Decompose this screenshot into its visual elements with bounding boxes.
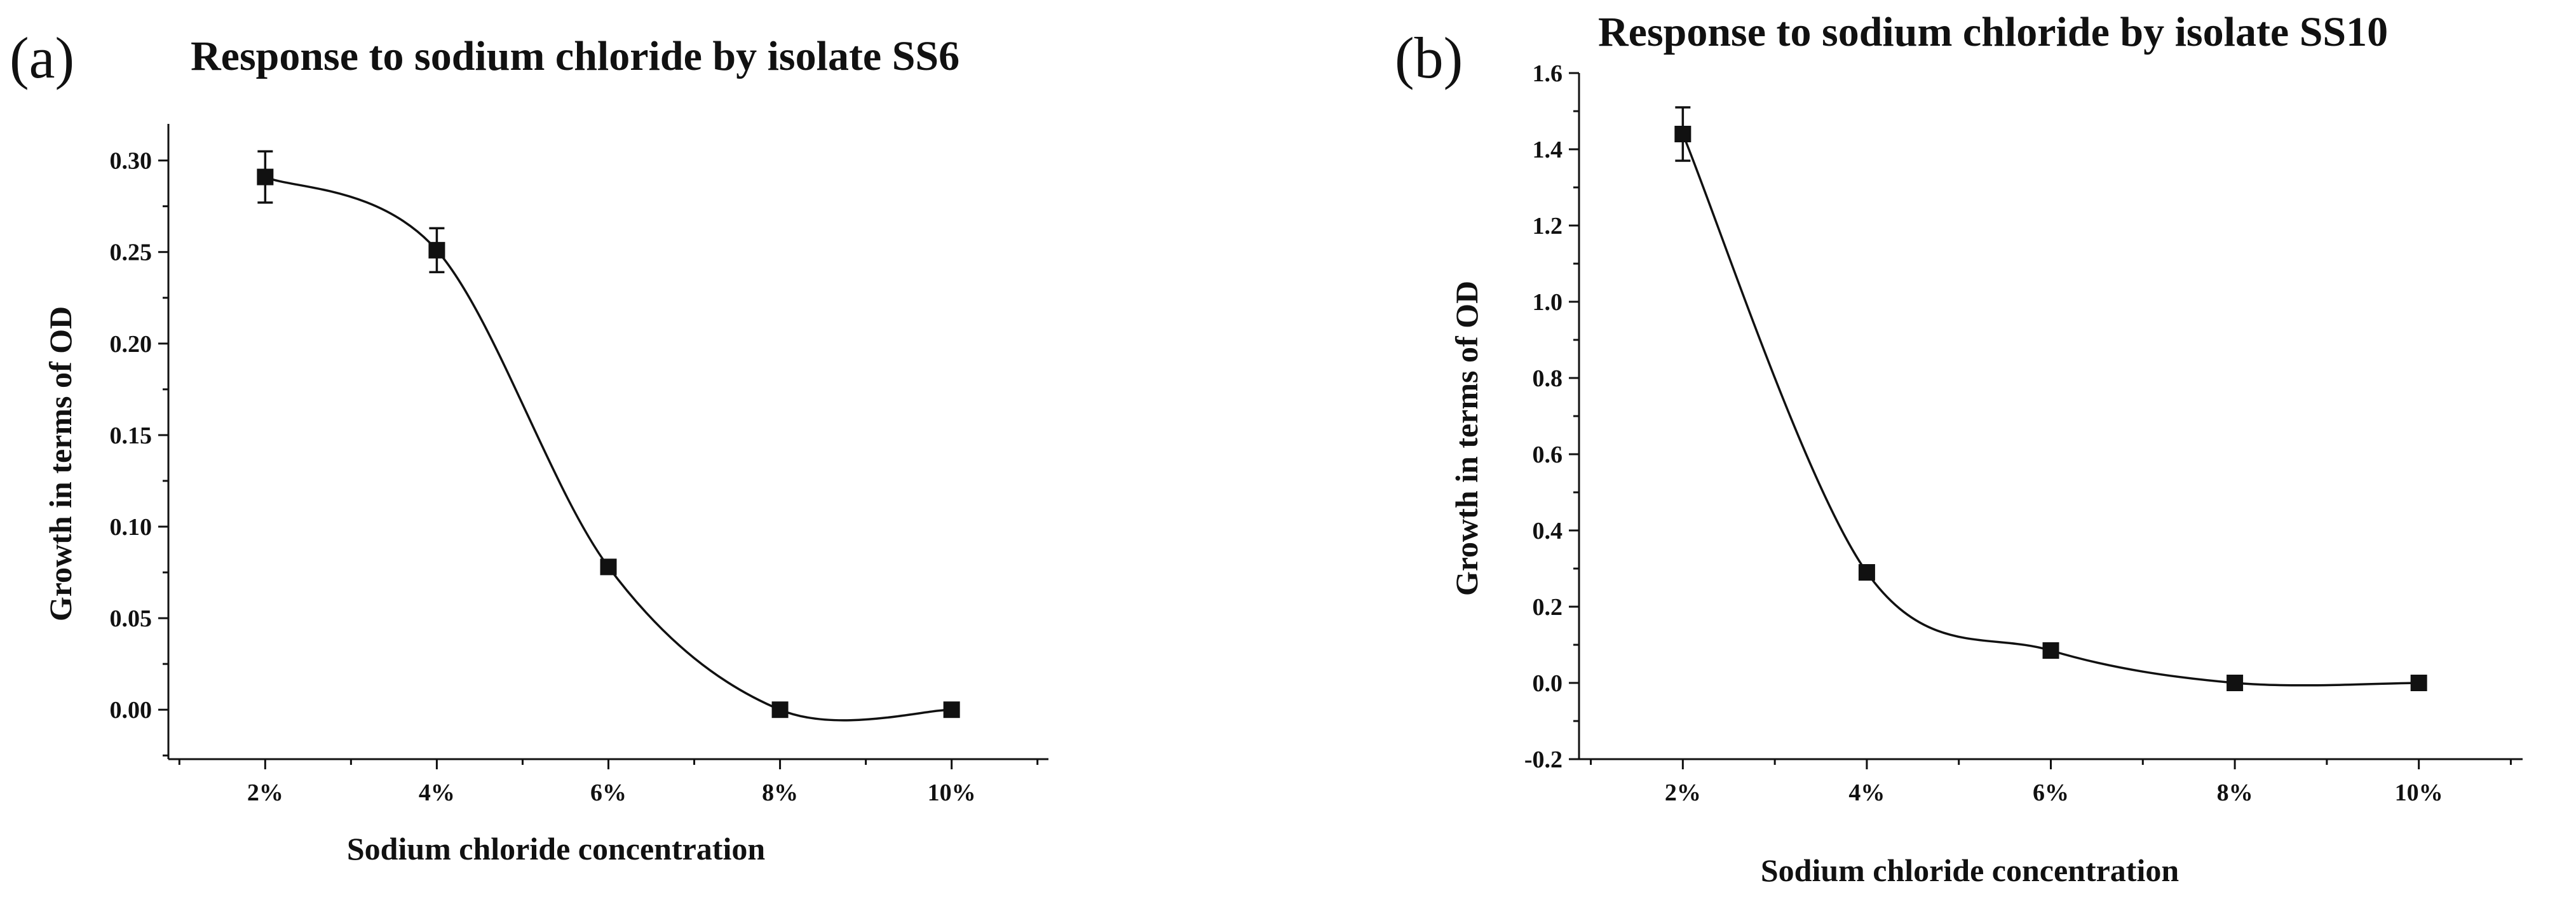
x-tick-label: 6% [590,779,627,806]
y-tick-label: 0.0 [1533,670,1563,697]
x-tick-label: 4% [419,779,455,806]
data-point [2042,642,2059,659]
fit-curve [264,175,952,722]
y-tick-label: 0.8 [1533,365,1563,392]
y-tick-label: -0.2 [1524,746,1563,773]
y-tick-label: 0.30 [110,148,153,175]
x-tick-label: 10% [2395,779,2443,806]
x-tick-label: 8% [2217,779,2253,806]
chart-panel-a: (a) Response to sodium chloride by isola… [10,25,1048,867]
x-tick-label: 6% [2033,779,2069,806]
y-tick-label: 1.4 [1533,137,1563,163]
y-tick-label: 1.0 [1533,289,1563,316]
y-tick-label: 1.6 [1533,60,1563,87]
y-tick-label: 0.20 [110,331,153,358]
plot-area-b: -0.2 0.0 0.2 0.4 0.6 0.8 1.0 1.2 1.4 1.6 2% 4% 6% 8% 1… [1524,60,2523,806]
y-tick-label: 1.2 [1533,213,1563,239]
y-tick-label: 0.6 [1533,442,1563,468]
data-point [2410,675,2427,691]
data-point [1858,564,1875,581]
x-tick-label: 2% [247,779,283,806]
data-point [771,701,789,718]
x-tick-label: 10% [928,779,976,806]
x-axis-label-b: Sodium chloride concentration [1761,853,2179,888]
data-point [257,168,274,185]
chart-title-a: Response to sodium chloride by isolate S… [191,33,959,79]
data-point [943,701,960,718]
data-point [1674,126,1691,142]
chart-panel-b: (b) Response to sodium chloride by isola… [1395,9,2523,888]
fit-curve [1681,133,2419,687]
y-tick-label: 0.15 [110,422,153,449]
x-tick-label: 2% [1665,779,1701,806]
y-tick-label: 0.2 [1533,594,1563,621]
y-tick-label: 0.10 [110,514,153,541]
y-tick-label: 0.4 [1533,518,1563,544]
x-axis-label-a: Sodium chloride concentration [347,831,766,867]
data-point [428,241,445,259]
y-axis-label-a: Growth in terms of OD [43,306,78,621]
x-tick-label: 4% [1848,779,1885,806]
data-point [600,558,617,576]
y-tick-label: 0.05 [110,605,153,632]
y-tick-label: 0.25 [110,239,153,266]
panel-label-b: (b) [1395,25,1463,90]
panel-label-a: (a) [10,25,74,90]
data-point [2227,675,2244,691]
chart-title-b: Response to sodium chloride by isolate S… [1598,9,2388,55]
plot-area-a: 0.00 0.05 0.10 0.15 0.20 0.25 0.30 2% 4% 6% 8% 10% [110,124,1048,806]
y-axis-label-b: Growth in terms of OD [1449,281,1484,596]
x-tick-label: 8% [762,779,798,806]
y-tick-label: 0.00 [110,697,153,724]
